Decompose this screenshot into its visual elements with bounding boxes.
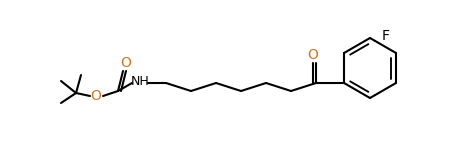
Text: NH: NH bbox=[131, 74, 149, 88]
Text: O: O bbox=[90, 89, 101, 103]
Text: O: O bbox=[308, 48, 319, 62]
Text: O: O bbox=[121, 56, 131, 70]
Text: F: F bbox=[382, 29, 390, 43]
